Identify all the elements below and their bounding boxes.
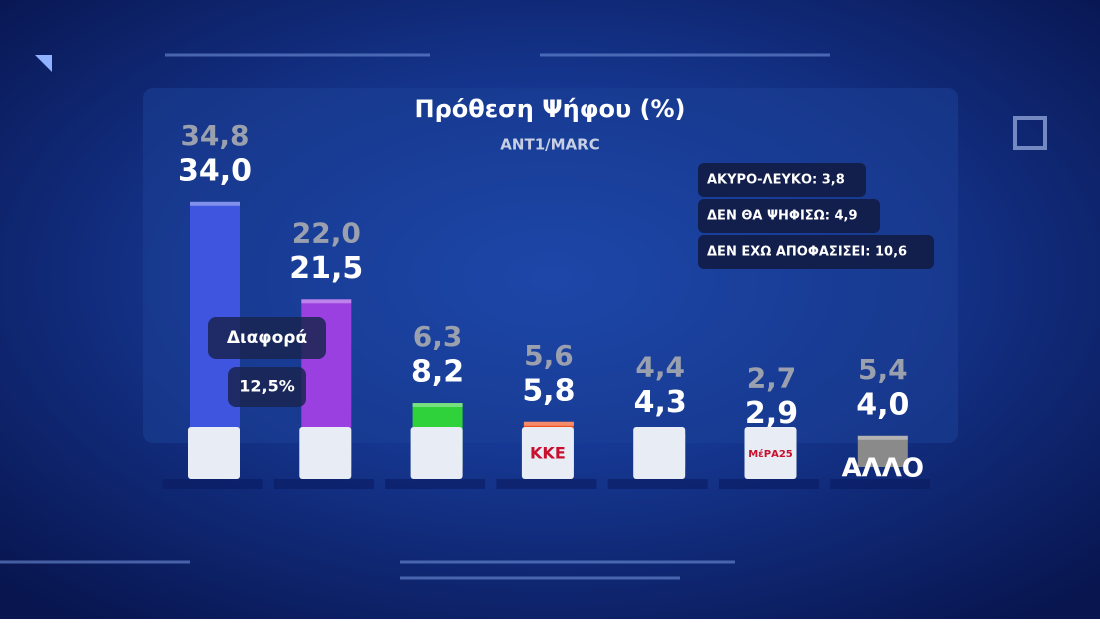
value-label: 5,8 [522, 373, 575, 408]
info-text: ΑΚΥΡΟ-ΛΕΥΚΟ: 3,8 [707, 173, 845, 188]
value-label: 4,3 [634, 385, 687, 420]
bar-shadow [719, 479, 819, 489]
bar-top [190, 201, 240, 206]
previous-value-label: 22,0 [292, 216, 361, 249]
party-logo [299, 427, 352, 479]
info-box: ΑΚΥΡΟ-ΛΕΥΚΟ: 3,8 ΔΕΝ ΘΑ ΨΗΦΙΣΩ: 4,9 ΔΕΝ ΕΧ… [698, 163, 934, 269]
previous-value-label: 5,4 [858, 353, 908, 386]
bar [857, 435, 908, 467]
previous-value-label: 4,4 [635, 350, 685, 383]
info-box-row [698, 199, 880, 233]
value-label: 21,5 [289, 251, 363, 286]
party-logo [633, 427, 686, 479]
category-label: ΜέΡΑ25 [748, 448, 793, 460]
party-logo [410, 427, 463, 479]
previous-value-label: 34,8 [180, 119, 249, 152]
chart-subtitle: ANT1/MARC [500, 136, 599, 154]
info-text: ΔΕΝ ΘΑ ΨΗΦΙΣΩ: 4,9 [707, 209, 857, 224]
value-label: 34,0 [178, 153, 252, 188]
annotation: 12,5% [239, 377, 295, 396]
previous-value-label: 5,6 [524, 339, 574, 372]
bar-shadow [162, 479, 263, 489]
info-box-row [698, 235, 934, 269]
value-label: 4,0 [856, 387, 909, 422]
category-label: ΚΚΕ [530, 444, 566, 463]
info-box-row [698, 163, 866, 197]
bar-shadow [273, 479, 374, 489]
bar-shadow [385, 479, 486, 489]
bar-top [412, 403, 463, 408]
bar-top [857, 435, 908, 440]
bar-top [301, 299, 352, 304]
bar-shadow [830, 479, 931, 489]
value-label: 2,9 [745, 396, 798, 431]
bar-shadow [607, 479, 708, 489]
bar-top [523, 421, 574, 426]
bar-shadow [496, 479, 597, 489]
decor-lines [0, 53, 830, 580]
value-label: 8,2 [411, 355, 464, 390]
decor-square [1013, 116, 1047, 150]
decor-triangle [35, 55, 52, 72]
chart-title: Πρόθεση Ψήφου (%) [414, 95, 685, 123]
annotation: Διαφορά [227, 328, 307, 348]
party-logo [188, 427, 240, 479]
party-logo [521, 427, 574, 479]
annotation-box [228, 367, 306, 407]
previous-value-label: 2,7 [747, 361, 797, 394]
party-logo [744, 427, 797, 479]
info-text: ΔΕΝ ΕΧΩ ΑΠΟΦΑΣΙΣΕΙ: 10,6 [707, 245, 907, 260]
category-label: ΑΛΛΟ [842, 454, 924, 484]
annotation-box [208, 317, 326, 359]
previous-value-label: 6,3 [413, 320, 463, 353]
